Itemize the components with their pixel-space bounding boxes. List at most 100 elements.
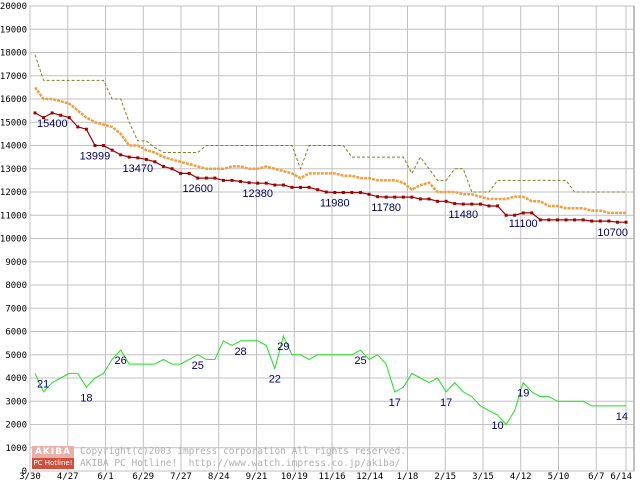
- data-label-min: 10700: [597, 227, 628, 239]
- data-label-min: 11480: [448, 209, 478, 221]
- point-min: [607, 219, 611, 223]
- grid: [29, 5, 635, 472]
- point-min: [273, 183, 277, 187]
- series-line-avg: [33, 86, 626, 215]
- x-tick-label: 12/14: [356, 472, 383, 480]
- point-min: [179, 171, 183, 175]
- point-min: [42, 116, 46, 120]
- logo-top-text: AKIBA: [32, 446, 74, 458]
- point-min: [153, 160, 157, 164]
- data-label-count: 10: [491, 420, 503, 432]
- data-label-count: 17: [440, 397, 452, 409]
- x-tick-label: 4/12: [510, 472, 532, 480]
- copyright-line: Copyright(c)2003 impress corporation All…: [80, 446, 407, 457]
- data-label-min: 13999: [80, 151, 111, 163]
- point-min: [573, 218, 577, 222]
- point-min: [436, 199, 440, 203]
- point-min: [513, 213, 517, 217]
- x-tick-label: 6/1: [97, 472, 113, 480]
- point-min: [76, 125, 80, 129]
- y-tick-label: 7000: [5, 304, 27, 314]
- point-min: [418, 197, 422, 201]
- y-tick-label: 17000: [0, 72, 27, 82]
- point-min: [358, 190, 362, 194]
- y-tick-label: 15000: [0, 118, 27, 128]
- series-line-count: [34, 334, 626, 426]
- x-tick-label: 6/7: [588, 472, 604, 480]
- point-min: [376, 195, 380, 199]
- y-tick-label: 13000: [0, 165, 27, 175]
- x-tick-label: 11/16: [318, 472, 345, 480]
- point-min: [427, 197, 431, 201]
- point-min: [161, 164, 165, 168]
- point-min: [615, 220, 619, 224]
- point-min: [624, 220, 628, 224]
- data-label-count: 19: [517, 388, 529, 400]
- point-min: [410, 195, 414, 199]
- point-min: [496, 204, 500, 208]
- point-min: [102, 144, 106, 148]
- point-min: [247, 181, 251, 185]
- point-min: [384, 195, 388, 199]
- data-label-count: 29: [277, 341, 289, 353]
- point-min: [487, 204, 491, 208]
- y-tick-label: 6000: [5, 328, 27, 338]
- point-min: [461, 202, 465, 206]
- x-tick-label: 4/27: [57, 472, 79, 480]
- point-min: [127, 155, 131, 159]
- x-tick-label: 2/15: [434, 472, 456, 480]
- point-min: [59, 113, 63, 117]
- point-min: [299, 185, 303, 189]
- point-min: [256, 181, 260, 185]
- point-min: [290, 185, 294, 189]
- point-min: [401, 195, 405, 199]
- y-tick-label: 10000: [0, 235, 27, 245]
- point-min: [50, 111, 54, 115]
- x-tick-label: 3/30: [19, 472, 41, 480]
- data-label-min: 12600: [182, 183, 213, 195]
- point-min: [341, 190, 345, 194]
- point-min: [239, 180, 243, 184]
- y-tick-label: 2000: [5, 421, 27, 431]
- point-min: [564, 218, 568, 222]
- data-label-count: 14: [616, 411, 628, 423]
- point-min: [136, 156, 140, 160]
- data-label-min: 11100: [509, 218, 538, 230]
- x-tick-label: 9/21: [246, 472, 268, 480]
- y-tick-label: 9000: [5, 258, 27, 268]
- y-tick-label: 0: [22, 467, 27, 477]
- y-tick-label: 20000: [0, 2, 27, 12]
- y-tick-label: 19000: [0, 25, 27, 35]
- y-tick-label: 4000: [5, 374, 27, 384]
- data-label-count: 25: [192, 360, 204, 372]
- data-label-count: 17: [389, 397, 401, 409]
- point-min: [33, 111, 37, 115]
- x-tick-label: 7/27: [170, 472, 192, 480]
- point-min: [470, 202, 474, 206]
- data-label-min: 15400: [37, 118, 68, 130]
- y-tick-label: 5000: [5, 351, 27, 361]
- point-min: [453, 202, 457, 206]
- point-min: [324, 190, 328, 194]
- point-min: [547, 218, 551, 222]
- point-min: [110, 148, 114, 152]
- data-label-count: 28: [234, 346, 246, 358]
- series-layer: [33, 54, 628, 426]
- y-tick-label: 3000: [5, 397, 27, 407]
- y-tick-label: 8000: [5, 281, 27, 291]
- point-min: [307, 185, 311, 189]
- y-tick-label: 11000: [0, 211, 27, 221]
- y-tick-label: 14000: [0, 142, 27, 152]
- point-min: [444, 199, 448, 203]
- x-tick-label: 8/24: [208, 472, 230, 480]
- data-labels: 15400 13999 13470 12600 12380 11980 11780 11480…: [37, 118, 628, 432]
- data-label-min: 11980: [320, 197, 350, 209]
- data-label-min: 13470: [122, 163, 153, 175]
- data-label-count: 22: [269, 374, 281, 386]
- x-axis: 3/30 4/27 6/1 6/29 7/27 8/24 9/21 10/19 11/16 12/…: [19, 472, 632, 480]
- site-credit-line: AKIBA PC Hotline! http://www.watch.impre…: [80, 458, 401, 469]
- data-label-count: 26: [115, 355, 127, 367]
- point-min: [93, 144, 97, 148]
- point-min: [521, 211, 525, 215]
